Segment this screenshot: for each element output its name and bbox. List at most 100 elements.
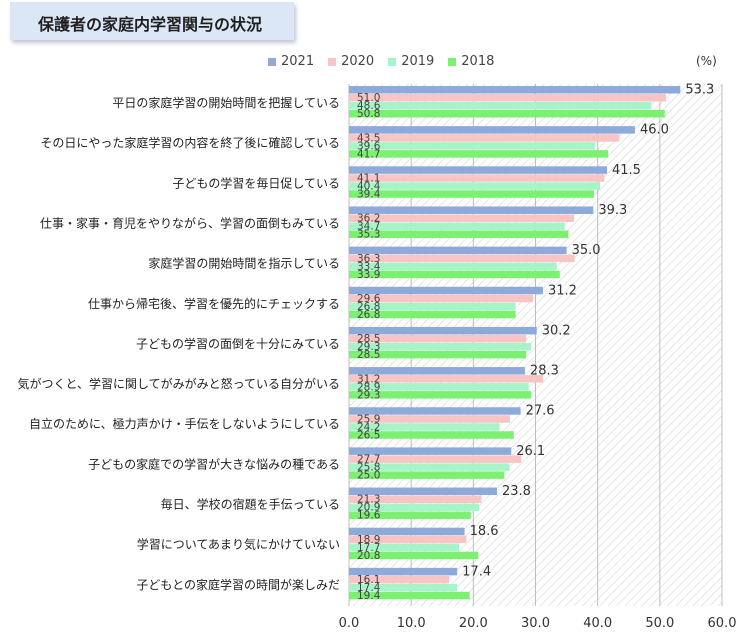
bar-2018: [349, 270, 560, 279]
data-label-2021: 23.8: [502, 484, 531, 499]
data-label-2018: 26.8: [357, 309, 380, 321]
data-label-2020: 41.1: [357, 173, 380, 185]
data-label-2018: 29.3: [357, 389, 380, 401]
legend-label-2020: 2020: [341, 54, 375, 69]
data-label-2020: 16.1: [357, 574, 380, 586]
bar-2021: [349, 166, 607, 174]
category-label: 学習についてあまり気にかけていない: [137, 537, 340, 552]
bar-2019: [349, 262, 557, 271]
bar-2020: [349, 294, 534, 303]
bars: [349, 86, 681, 600]
category-label: 子どもとの家庭学習の時間が楽しみだ: [136, 577, 340, 592]
data-label-2021: 28.3: [530, 364, 559, 379]
category-label: 平日の家庭学習の開始時間を把握している: [112, 95, 340, 110]
x-tick-labels: 0.0 10.0 20.0 30.0 40.0 50.0 60.0: [339, 616, 737, 631]
bar-2019: [349, 302, 516, 311]
category-label: その日にやった家庭学習の内容を終了後に確認している: [40, 135, 340, 150]
unit-label: (%): [696, 54, 717, 68]
bar-2020: [349, 575, 450, 584]
legend-item-2018: 2018: [448, 54, 494, 69]
x-tick-label: 0.0: [339, 616, 360, 631]
bar-2021: [349, 447, 512, 455]
data-label-2018: 25.0: [357, 470, 380, 482]
bar-2020: [349, 134, 620, 142]
bar-2019: [349, 182, 601, 190]
data-label-2020: 36.3: [357, 253, 380, 265]
bar-2021: [349, 206, 594, 214]
data-label-2018: 35.3: [357, 229, 380, 241]
data-label-2020: 51.0: [357, 92, 380, 104]
bar-2019: [349, 222, 565, 230]
data-label-2018: 26.5: [357, 429, 380, 441]
bar-2021: [349, 567, 458, 576]
data-label-2019: 17.7: [357, 542, 380, 554]
bar-2021: [349, 126, 635, 134]
bar-2018: [349, 551, 479, 560]
data-label-2018: 50.8: [357, 108, 380, 120]
data-label-2020: 28.5: [357, 333, 380, 345]
category-labels: 平日の家庭学習の開始時間を把握しているその日にやった家庭学習の内容を終了後に確認…: [17, 95, 340, 592]
data-label-2019: 26.8: [357, 301, 380, 313]
legend: 2021 2020 2019 2018: [268, 54, 508, 69]
bar-2020: [349, 174, 605, 182]
data-label-2019: 33.4: [357, 261, 381, 273]
data-label-2020: 29.6: [357, 293, 381, 305]
legend-swatch-2021: [268, 57, 276, 66]
category-label: 仕事・家事・育児をやりながら、学習の面倒もみている: [40, 215, 340, 230]
bar-2019: [349, 142, 596, 150]
data-label-2020: 43.5: [357, 132, 380, 144]
data-label-2019: 28.9: [357, 381, 380, 393]
data-label-2019: 24.2: [357, 421, 380, 433]
bar-2021: [349, 367, 525, 375]
bar-2018: [349, 190, 594, 198]
data-label-2020: 21.3: [357, 494, 380, 506]
data-label-2019: 40.4: [357, 181, 381, 193]
bar-2020: [349, 94, 667, 102]
data-label-2019: 17.4: [357, 582, 381, 594]
bar-2020: [349, 254, 575, 263]
bar-2019: [349, 583, 458, 592]
bar-2018: [349, 310, 516, 319]
bar-2019: [349, 423, 500, 431]
category-label: 気がつくと、学習に関してがみがみと怒っている自分がいる: [17, 376, 340, 391]
data-label-2021: 27.6: [526, 404, 555, 419]
data-label-2021: 46.0: [640, 123, 669, 138]
data-label-2018: 19.4: [357, 590, 381, 602]
bar-2021: [349, 286, 543, 295]
bar-2018: [349, 350, 527, 359]
data-label-2020: 18.9: [357, 534, 380, 546]
bar-2020: [349, 375, 543, 383]
x-tick-label: 60.0: [708, 616, 737, 631]
bar-2019: [349, 342, 532, 351]
bar-2020: [349, 535, 467, 544]
x-tick-label: 10.0: [397, 616, 426, 631]
data-label-2019: 29.3: [357, 341, 380, 353]
bar-2019: [349, 102, 652, 110]
category-label: 家庭学習の開始時間を指示している: [148, 256, 340, 271]
data-label-2019: 25.8: [357, 462, 380, 474]
data-label-2021: 53.3: [685, 83, 714, 98]
x-tick-label: 50.0: [645, 616, 674, 631]
page-title: 保護者の家庭内学習関与の状況: [38, 15, 263, 34]
bar-2018: [349, 110, 665, 118]
data-label-2018: 33.9: [357, 269, 380, 281]
category-label: 子どもの学習を毎日促している: [172, 175, 340, 190]
bar-2020: [349, 334, 527, 343]
title-box: 保護者の家庭内学習関与の状況: [10, 2, 294, 40]
bar-2020: [349, 495, 482, 504]
data-label-2021: 17.4: [462, 564, 491, 579]
x-tick-label: 30.0: [521, 616, 550, 631]
legend-swatch-2019: [388, 57, 397, 66]
bar-2021: [349, 246, 567, 255]
data-label-2021: 18.6: [470, 524, 499, 539]
bar-2019: [349, 543, 460, 552]
bar-2019: [349, 383, 529, 391]
category-label: 自立のために、極力声かけ・手伝をしないようにしている: [29, 416, 340, 431]
data-label-2018: 41.7: [357, 148, 380, 160]
bar-2018: [349, 591, 470, 600]
legend-item-2021: 2021: [268, 54, 314, 69]
bar-2018: [349, 230, 569, 238]
data-label-2021: 31.2: [548, 283, 577, 298]
data-label-2018: 19.6: [357, 510, 381, 522]
legend-label-2019: 2019: [401, 54, 435, 69]
